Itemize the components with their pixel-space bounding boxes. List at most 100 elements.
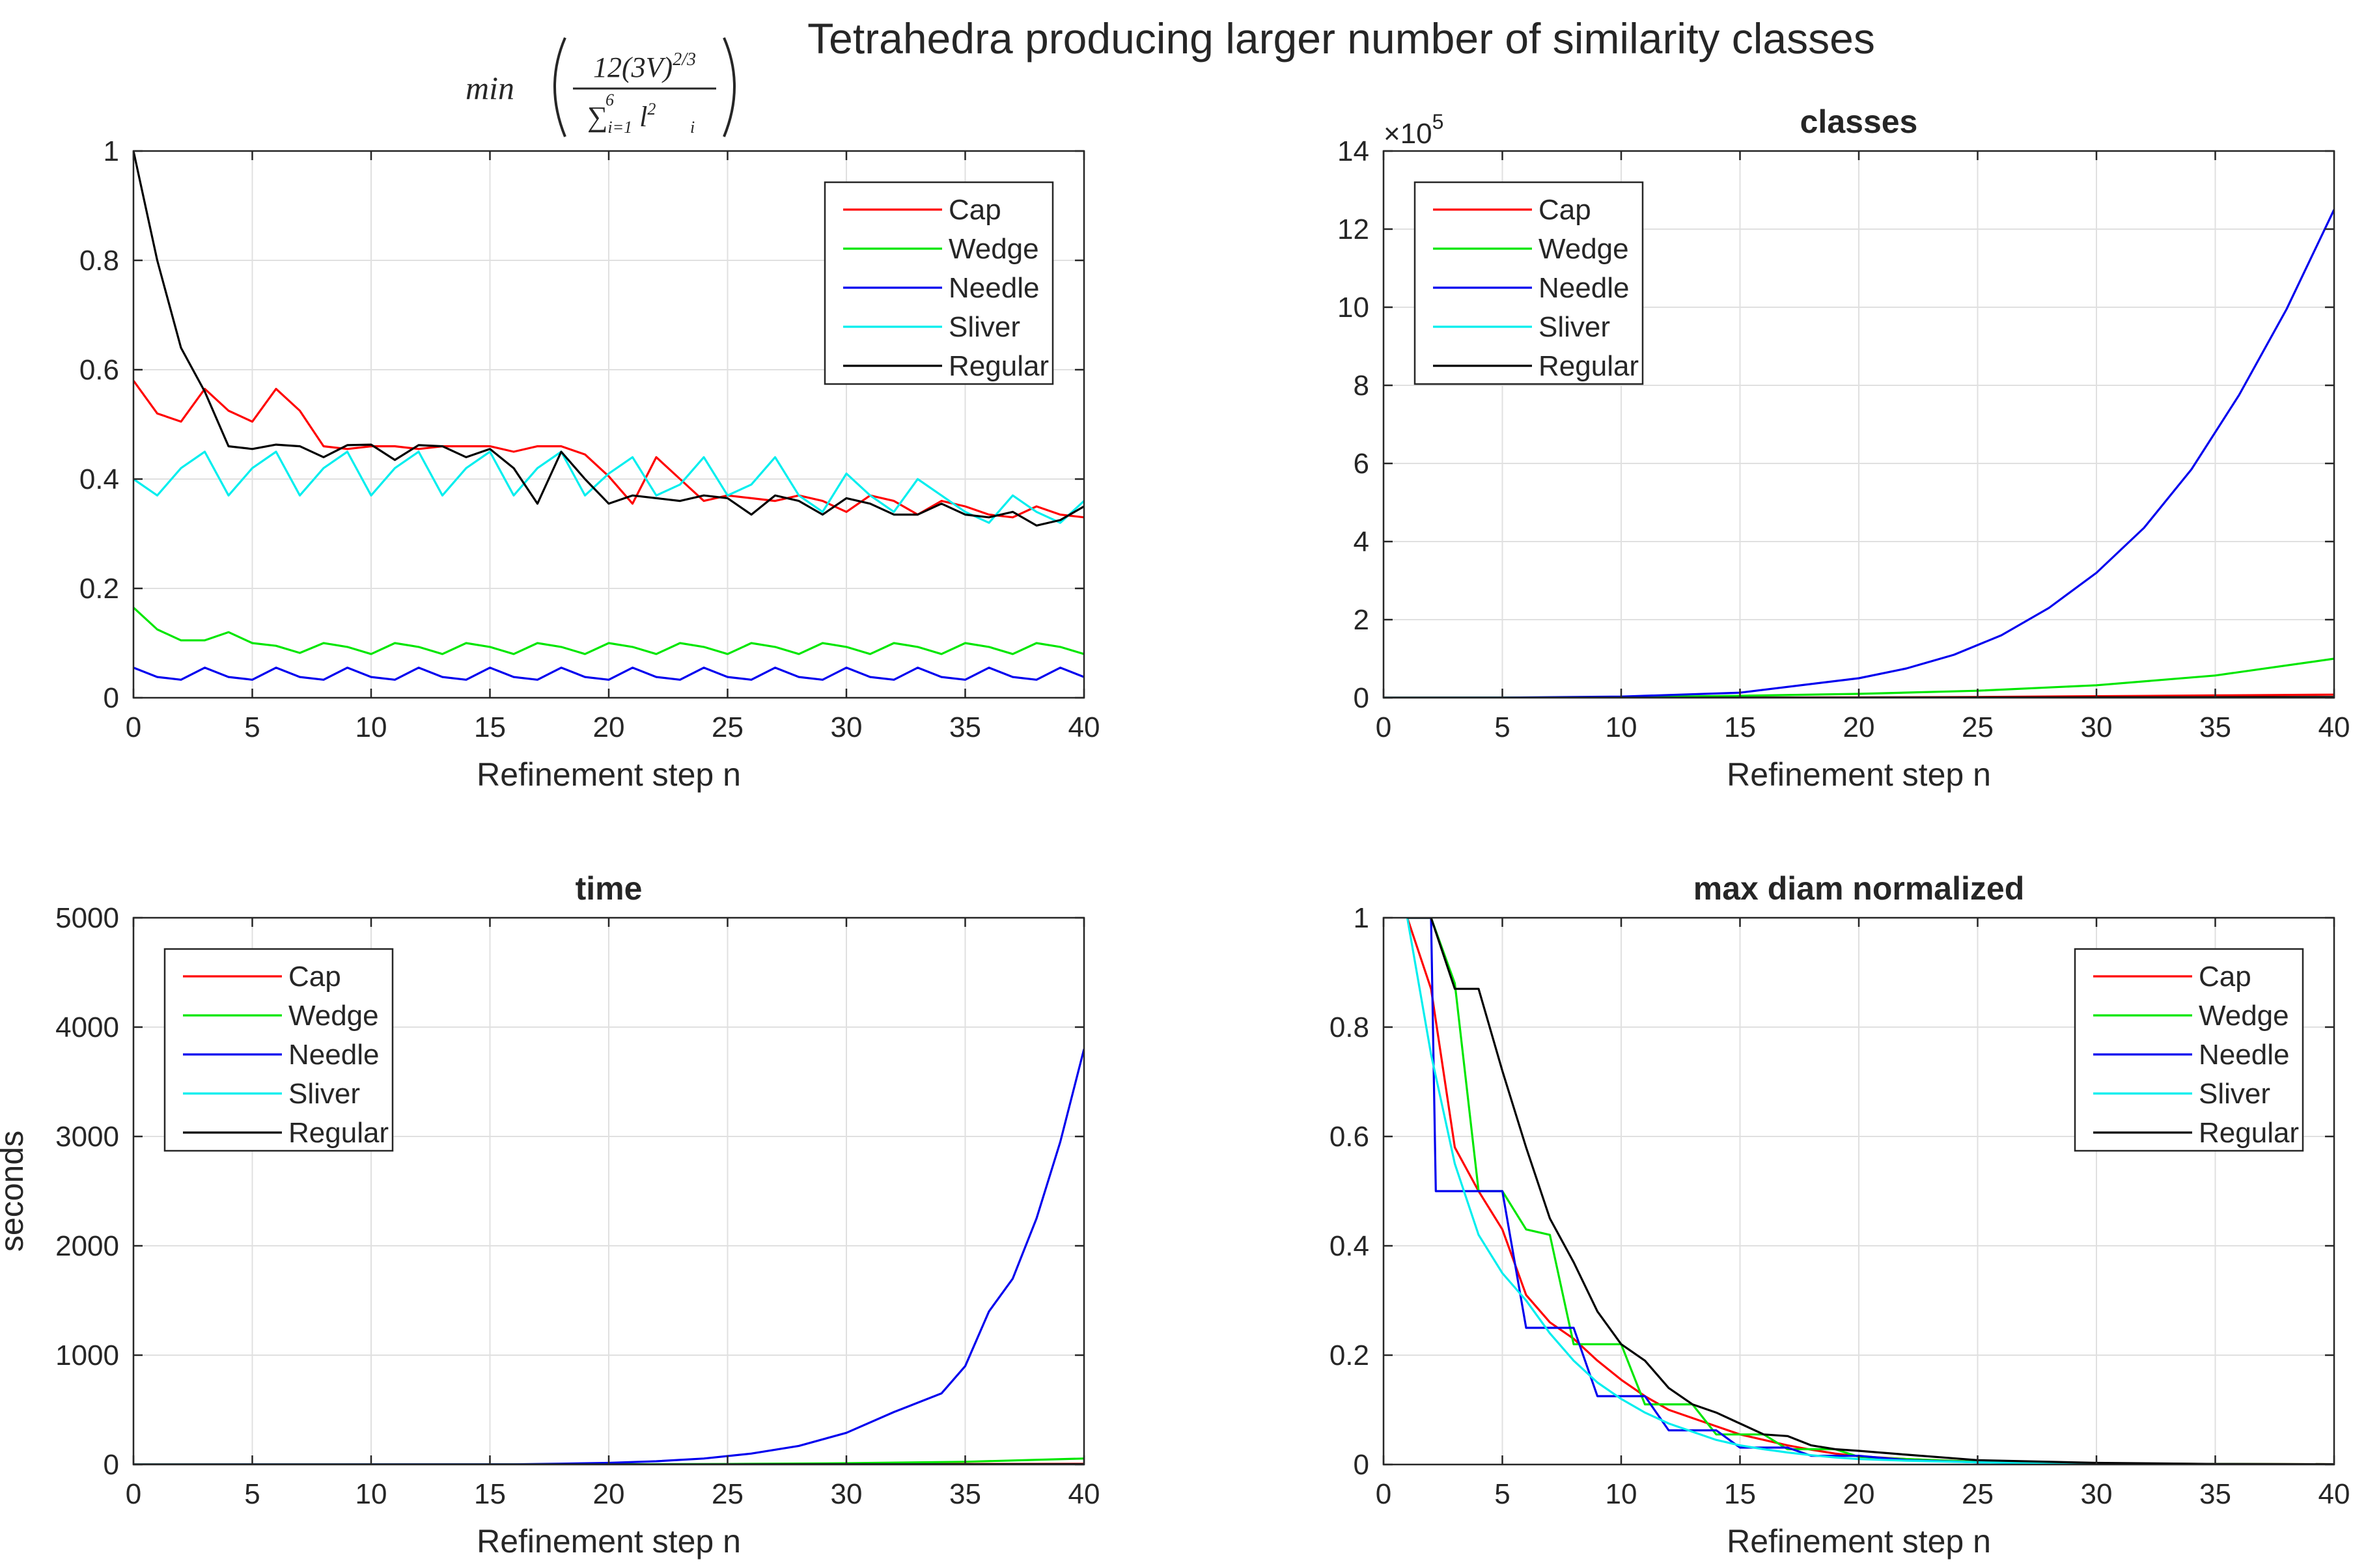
series-line-sliver — [133, 450, 1084, 524]
formula-numerator: 12(3V)2/3 — [593, 49, 696, 83]
y-tick-label: 4000 — [55, 1011, 119, 1043]
y-tick-label: 0 — [104, 682, 119, 714]
series-group — [133, 151, 1084, 681]
x-tick-label: 15 — [474, 1478, 506, 1510]
x-tick-label: 30 — [2081, 1478, 2113, 1510]
x-tick-label: 5 — [1494, 711, 1510, 743]
x-tick-label: 10 — [1606, 1478, 1637, 1510]
y-tick-label: 8 — [1354, 370, 1369, 402]
legend-label-wedge: Wedge — [2199, 1000, 2289, 1032]
x-tick-label: 20 — [593, 1478, 625, 1510]
y-tick-label: 0 — [1354, 1449, 1369, 1481]
series-line-regular — [133, 151, 1084, 527]
formula-sum-upper: 6 — [605, 90, 614, 109]
x-tick-label: 40 — [1068, 711, 1100, 743]
y-tick-label: 0 — [104, 1449, 119, 1481]
legend-label-needle: Needle — [949, 272, 1039, 304]
y-tick-label: 0.6 — [1329, 1121, 1369, 1153]
legend-label-regular: Regular — [1538, 350, 1639, 382]
series-group — [1406, 918, 2334, 1465]
legend-label-cap: Cap — [2199, 961, 2251, 993]
y-tick-label: 0.2 — [79, 573, 119, 605]
x-tick-label: 30 — [831, 711, 863, 743]
legend-box — [1413, 181, 1644, 385]
y-tick-label: 5000 — [55, 902, 119, 934]
y-tick-label: 0 — [1354, 682, 1369, 714]
x-tick-label: 0 — [1376, 711, 1391, 743]
chart-time: 0 5 10 15 20 25 30 35 40 0 1000 2000 3000 4000 5000 Ref… — [0, 870, 1100, 1560]
x-tick-label: 20 — [1843, 711, 1875, 743]
x-axis-label: Refinement step n — [477, 1523, 741, 1560]
chart-title: classes — [1800, 103, 1918, 140]
legend-label-wedge: Wedge — [949, 233, 1039, 265]
y-tick-label: 10 — [1337, 292, 1369, 323]
legend-box — [2074, 948, 2304, 1152]
x-tick-label: 20 — [1843, 1478, 1875, 1510]
formula-title: min 12(3V)2/3 ∑i=1 l26 i — [466, 37, 736, 137]
legend-box — [163, 948, 394, 1152]
legend-label-sliver: Sliver — [949, 311, 1020, 343]
legend: Cap Wedge Needle Sliver Regular — [824, 181, 1054, 385]
y-tick-label: 1 — [104, 135, 119, 167]
y-tick-label: 6 — [1354, 448, 1369, 480]
legend-label-sliver: Sliver — [1538, 311, 1610, 343]
chart-quality: 0 5 10 15 20 25 30 35 40 0 0.2 0.4 0.6 0.8 1 Refinement… — [79, 37, 1100, 793]
y-tick-label: 3000 — [55, 1121, 119, 1153]
y-tick-label: 0.8 — [79, 245, 119, 277]
y-tick-label: 0.4 — [79, 463, 119, 495]
x-axis-label: Refinement step n — [1727, 1523, 1991, 1560]
x-tick-label: 0 — [126, 1478, 141, 1510]
y-tick-label: 1 — [1354, 902, 1369, 934]
x-tick-label: 5 — [244, 711, 260, 743]
x-tick-label: 15 — [1724, 1478, 1756, 1510]
x-tick-label: 35 — [949, 711, 981, 743]
x-tick-label: 10 — [1606, 711, 1637, 743]
x-tick-label: 40 — [1068, 1478, 1100, 1510]
x-tick-label: 15 — [1724, 711, 1756, 743]
legend: Cap Wedge Needle Sliver Regular — [163, 948, 394, 1152]
legend-label-sliver: Sliver — [2199, 1078, 2270, 1110]
x-tick-label: 35 — [949, 1478, 981, 1510]
chart-maxdiam: 0 5 10 15 20 25 30 35 40 0 0.2 0.4 0.6 0.8 1 Refinement… — [1329, 870, 2350, 1560]
figure-title: Tetrahedra producing larger number of si… — [807, 14, 1875, 62]
x-tick-label: 35 — [2199, 1478, 2231, 1510]
y-tick-label: 4 — [1354, 526, 1369, 558]
legend-label-wedge: Wedge — [1538, 233, 1629, 265]
legend-label-regular: Regular — [288, 1117, 389, 1149]
x-tick-label: 5 — [244, 1478, 260, 1510]
exponent-label: ×105 — [1384, 110, 1443, 150]
y-tick-label: 12 — [1337, 213, 1369, 245]
legend-label-cap: Cap — [288, 961, 341, 993]
y-tick-label: 0.6 — [79, 354, 119, 386]
x-tick-label: 25 — [1962, 711, 1994, 743]
x-tick-label: 20 — [593, 711, 625, 743]
legend: Cap Wedge Needle Sliver Regular — [1413, 181, 1644, 385]
series-line-regular — [1407, 918, 2334, 1465]
x-tick-label: 10 — [355, 1478, 387, 1510]
x-tick-label: 30 — [2081, 711, 2113, 743]
legend-label-regular: Regular — [2199, 1117, 2299, 1149]
x-tick-label: 0 — [1376, 1478, 1391, 1510]
series-line-sliver — [1406, 918, 2334, 1465]
y-tick-label: 1000 — [55, 1340, 119, 1371]
x-tick-label: 25 — [712, 1478, 744, 1510]
x-tick-label: 5 — [1494, 1478, 1510, 1510]
x-axis-label: Refinement step n — [1727, 756, 1991, 793]
x-tick-label: 10 — [355, 711, 387, 743]
legend-label-cap: Cap — [949, 194, 1001, 226]
x-tick-label: 40 — [2318, 711, 2350, 743]
y-axis-label: seconds — [0, 1131, 30, 1252]
chart-title: max diam normalized — [1693, 870, 2025, 907]
legend-label-needle: Needle — [288, 1039, 379, 1071]
formula-denominator: ∑i=1 l2 — [587, 100, 656, 137]
y-tick-label: 0.4 — [1329, 1230, 1369, 1262]
series-line-needle — [1384, 209, 2334, 698]
chart-title: time — [576, 870, 643, 907]
formula-paren-right — [723, 37, 736, 137]
x-tick-label: 0 — [126, 711, 141, 743]
legend-box — [824, 181, 1054, 385]
legend-label-cap: Cap — [1538, 194, 1591, 226]
y-tick-label: 14 — [1337, 135, 1369, 167]
y-tick-label: 2000 — [55, 1230, 119, 1262]
